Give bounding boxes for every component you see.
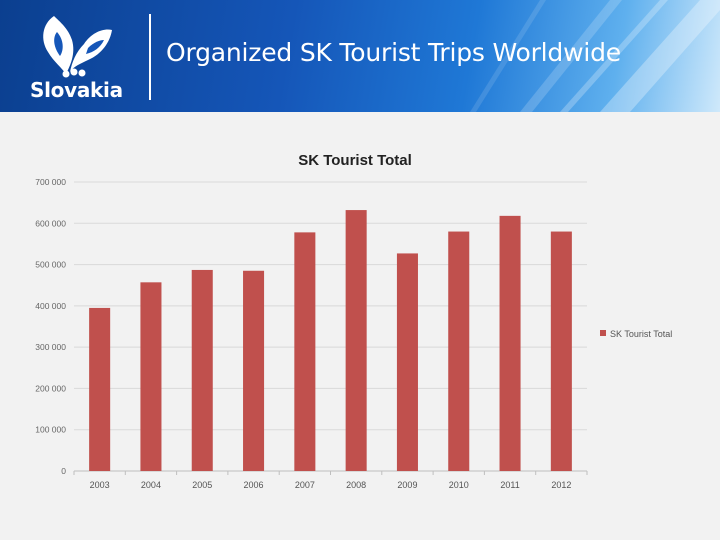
legend: SK Tourist Total: [600, 329, 672, 339]
x-tick-label: 2003: [90, 480, 110, 490]
legend-swatch: [600, 330, 606, 336]
y-tick-label: 300 000: [35, 342, 66, 352]
bar-chart: SK Tourist Total 0 100 000 200 000 300 000 4…: [35, 152, 672, 490]
legend-label: SK Tourist Total: [610, 329, 672, 339]
bar-2011: [499, 215, 521, 471]
bar-2009: [396, 253, 418, 471]
bar-2007: [294, 232, 316, 471]
y-tick-label: 200 000: [35, 383, 66, 393]
bars: [89, 210, 572, 471]
y-tick-label: 700 000: [35, 177, 66, 187]
x-tick-label: 2008: [346, 480, 366, 490]
y-axis-ticks: 0 100 000 200 000 300 000 400 000 500 000 600 …: [35, 177, 66, 476]
x-tick-label: 2006: [244, 480, 264, 490]
page-title: Organized SK Tourist Trips Worldwide: [166, 38, 621, 67]
bar-2008: [345, 210, 367, 471]
header-banner: Slovakia Organized SK Tourist Trips Worl…: [0, 0, 720, 112]
bar-2006: [243, 270, 265, 471]
bar-2003: [89, 307, 111, 471]
header-divider: [149, 14, 151, 100]
bar-2004: [140, 282, 162, 471]
y-tick-label: 0: [61, 466, 66, 476]
y-tick-label: 100 000: [35, 425, 66, 435]
x-tick-label: 2012: [551, 480, 571, 490]
x-tick-label: 2009: [397, 480, 417, 490]
y-tick-label: 500 000: [35, 260, 66, 270]
slovakia-logo-icon: [43, 16, 112, 78]
bar-2010: [448, 231, 470, 471]
bar-2012: [550, 231, 572, 471]
y-tick-label: 600 000: [35, 218, 66, 228]
x-axis-ticks: 2003 2004 2005 2006 2007 2008 2009 2010 2011 2012: [73, 471, 588, 490]
x-tick-label: 2004: [141, 480, 161, 490]
y-tick-label: 400 000: [35, 301, 66, 311]
banner-streaks: [470, 0, 720, 112]
brand-name: Slovakia: [30, 78, 123, 102]
x-tick-label: 2005: [192, 480, 212, 490]
bar-2005: [191, 269, 213, 471]
x-tick-label: 2011: [500, 480, 519, 490]
x-tick-label: 2010: [449, 480, 469, 490]
x-tick-label: 2007: [295, 480, 315, 490]
chart-title: SK Tourist Total: [298, 152, 412, 169]
